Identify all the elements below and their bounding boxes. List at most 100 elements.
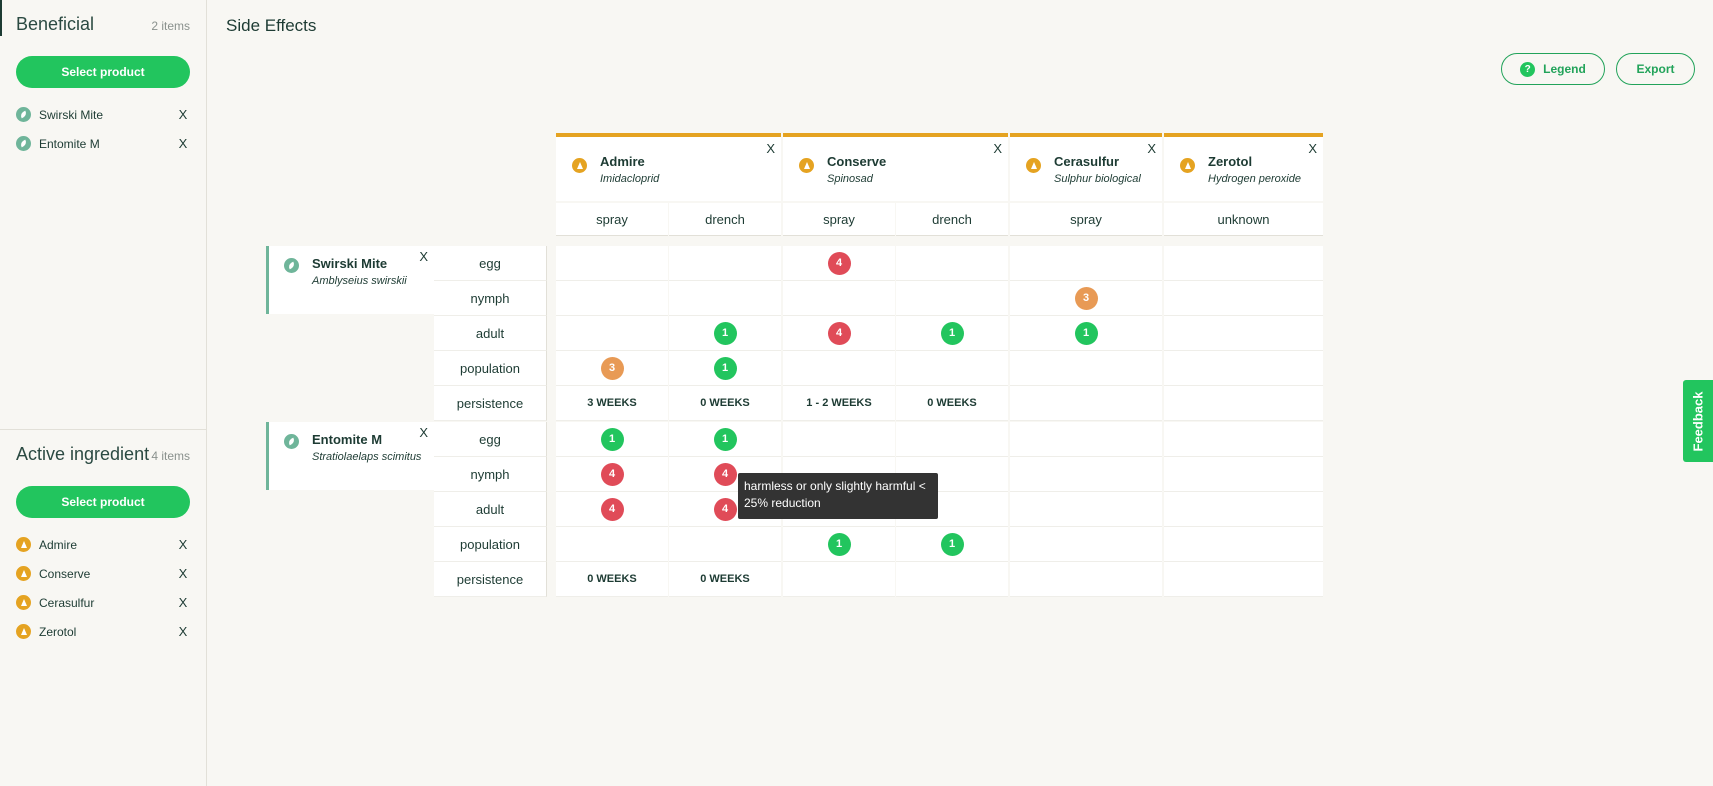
effect-cell: 1	[556, 422, 668, 457]
stage-label: adult	[434, 492, 547, 527]
effect-cell: 4	[556, 492, 668, 527]
remove-product-column-button[interactable]: X	[993, 141, 1002, 156]
effect-badge[interactable]: 1	[713, 356, 737, 380]
effect-cell: 4	[556, 457, 668, 492]
effect-cell	[1010, 386, 1162, 421]
persistence-value: 0 WEEKS	[927, 397, 977, 409]
effect-badge[interactable]: 1	[600, 427, 624, 451]
effect-cell	[896, 562, 1008, 597]
beneficial-panel-title: Beneficial	[16, 14, 95, 34]
remove-product-column-button[interactable]: X	[1308, 141, 1317, 156]
effect-cell	[556, 316, 668, 351]
flask-icon	[799, 158, 814, 173]
effect-cell	[1010, 351, 1162, 386]
legend-button[interactable]: ? Legend	[1501, 53, 1605, 85]
effect-cell	[1010, 246, 1162, 281]
select-product-button[interactable]: Select product	[16, 486, 190, 518]
effect-cell: 1	[896, 527, 1008, 562]
effect-cell	[783, 562, 895, 597]
sidebar: Beneficial 2 items Select product Swirsk…	[0, 0, 207, 786]
effect-cell	[1010, 527, 1162, 562]
stage-label: nymph	[434, 457, 547, 492]
effect-cell: 1	[669, 351, 781, 386]
effect-badge[interactable]: 1	[827, 532, 851, 556]
effect-badge[interactable]: 1	[713, 427, 737, 451]
application-method: spray	[1010, 203, 1162, 236]
stage-label: egg	[434, 246, 547, 281]
effect-cell: 1	[783, 527, 895, 562]
application-method: drench	[896, 203, 1008, 236]
effect-cell	[669, 281, 781, 316]
product-name: Conserve	[827, 154, 887, 169]
leaf-icon	[16, 136, 31, 151]
effect-cell: 3 WEEKS	[556, 386, 668, 421]
remove-product-button[interactable]: X	[178, 595, 188, 610]
remove-product-button[interactable]: X	[178, 566, 188, 581]
effect-cell	[556, 246, 668, 281]
beneficial-row-header: Entomite M Stratiolaelaps scimitus X	[266, 422, 434, 490]
leaf-icon	[284, 434, 299, 449]
feedback-button[interactable]: Feedback	[1683, 380, 1713, 462]
effect-cell: 0 WEEKS	[556, 562, 668, 597]
effect-badge[interactable]: 1	[940, 321, 964, 345]
effect-badge[interactable]: 4	[600, 462, 624, 486]
remove-product-column-button[interactable]: X	[766, 141, 775, 156]
product-item: Admire X	[16, 530, 190, 559]
persistence-value: 1 - 2 WEEKS	[806, 397, 872, 409]
persistence-value: 0 WEEKS	[587, 573, 637, 585]
remove-beneficial-row-button[interactable]: X	[419, 425, 428, 440]
stage-label: population	[434, 527, 547, 562]
product-item-label: Admire	[39, 537, 78, 552]
stage-label: nymph	[434, 281, 547, 316]
beneficial-name: Swirski Mite	[312, 256, 388, 271]
effect-cell	[556, 527, 668, 562]
stage-label: population	[434, 351, 547, 386]
remove-product-button[interactable]: X	[178, 537, 188, 552]
product-name: Cerasulfur	[1054, 154, 1120, 169]
product-item-label: Cerasulfur	[39, 595, 95, 610]
beneficial-species: Amblyseius swirskii	[312, 275, 407, 287]
effect-badge[interactable]: 1	[713, 321, 737, 345]
active-ingredient-panel: Active ingredient 4 items Select product…	[0, 430, 206, 646]
effect-badge[interactable]: 1	[1074, 321, 1098, 345]
effect-badge[interactable]: 4	[827, 321, 851, 345]
remove-product-column-button[interactable]: X	[1147, 141, 1156, 156]
effect-cell	[783, 422, 895, 457]
beneficial-item-label: Swirski Mite	[39, 107, 104, 122]
beneficial-item: Swirski Mite X	[16, 100, 190, 129]
effect-badge[interactable]: 4	[827, 251, 851, 275]
effect-badge[interactable]: 1	[940, 532, 964, 556]
beneficial-species: Stratiolaelaps scimitus	[312, 451, 422, 463]
effect-cell	[1010, 562, 1162, 597]
effect-cell	[1164, 246, 1323, 281]
active-count: 4 items	[151, 449, 190, 463]
effect-cell	[1164, 457, 1323, 492]
effect-cell: 0 WEEKS	[669, 386, 781, 421]
effect-badge[interactable]: 4	[713, 462, 737, 486]
leaf-icon	[284, 258, 299, 273]
effect-badge[interactable]: 4	[713, 497, 737, 521]
remove-beneficial-button[interactable]: X	[178, 136, 188, 151]
effect-badge[interactable]: 3	[1074, 286, 1098, 310]
effect-cell	[1164, 527, 1323, 562]
active-panel-title: Active ingredient	[16, 444, 150, 464]
sidebar-accent	[0, 0, 2, 36]
flask-icon	[1026, 158, 1041, 173]
remove-beneficial-row-button[interactable]: X	[419, 249, 428, 264]
remove-beneficial-button[interactable]: X	[178, 107, 188, 122]
product-header-cerasulfur: Cerasulfur Sulphur biological X	[1010, 133, 1162, 201]
effect-badge[interactable]: 3	[600, 356, 624, 380]
stage-label: persistence	[434, 562, 547, 597]
remove-product-button[interactable]: X	[178, 624, 188, 639]
effect-cell: 4	[783, 316, 895, 351]
effect-badge[interactable]: 4	[600, 497, 624, 521]
export-button[interactable]: Export	[1616, 53, 1695, 85]
product-item: Cerasulfur X	[16, 588, 190, 617]
flask-icon	[572, 158, 587, 173]
effect-cell: 3	[1010, 281, 1162, 316]
flask-icon	[1180, 158, 1195, 173]
leaf-icon	[16, 107, 31, 122]
effect-cell	[1164, 422, 1323, 457]
select-beneficial-button[interactable]: Select product	[16, 56, 190, 88]
help-icon: ?	[1520, 61, 1536, 77]
